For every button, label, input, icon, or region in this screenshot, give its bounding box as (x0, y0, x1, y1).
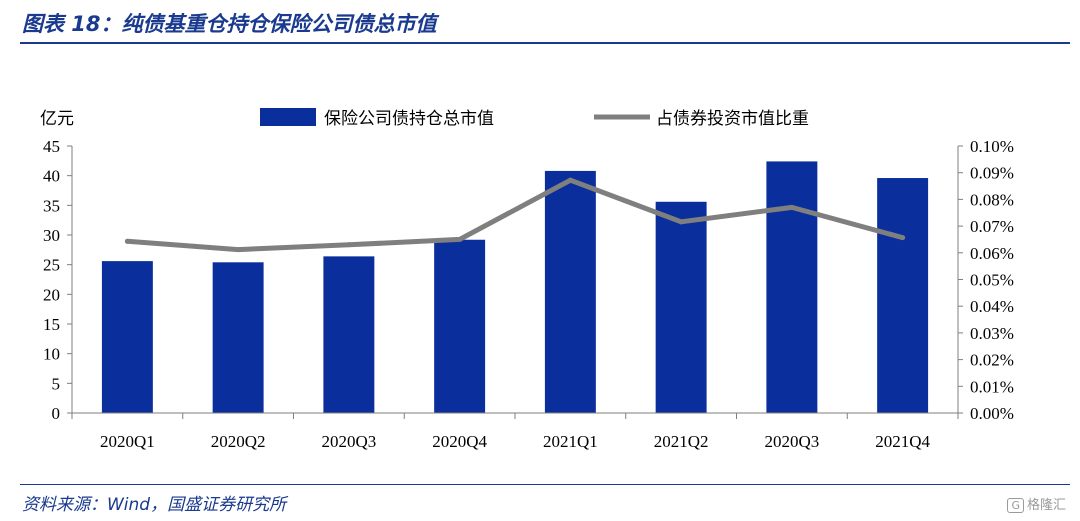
left-axis-unit: 亿元 (40, 109, 74, 129)
bar (655, 201, 707, 413)
x-tick-label: 2020Q4 (432, 432, 487, 451)
left-tick-label: 0 (52, 404, 61, 423)
x-tick-label: 2020Q1 (100, 432, 155, 451)
right-tick-label: 0.08% (970, 190, 1014, 209)
watermark-text: 格隆汇 (1026, 498, 1066, 513)
footer-divider (20, 484, 1070, 485)
ratio-point (235, 247, 241, 253)
x-tick-label: 2021Q4 (875, 432, 930, 451)
right-tick-label: 0.04% (970, 297, 1014, 316)
left-tick-label: 40 (43, 167, 60, 186)
left-tick-label: 10 (43, 345, 60, 364)
watermark: G 格隆汇 (1007, 494, 1066, 513)
x-tick-label: 2021Q2 (654, 432, 709, 451)
ratio-point (567, 177, 573, 183)
right-tick-label: 0.03% (970, 324, 1014, 343)
bar (877, 178, 929, 413)
left-tick-label: 15 (43, 315, 60, 334)
legend-bar-swatch (260, 108, 316, 126)
ratio-point (124, 238, 130, 244)
right-tick-label: 0.06% (970, 244, 1014, 263)
right-tick-label: 0.09% (970, 164, 1014, 183)
left-tick-label: 25 (43, 256, 60, 275)
watermark-icon: G (1007, 498, 1024, 513)
legend-line-label: 占债券投资市值比重 (656, 109, 809, 129)
bar (766, 161, 818, 413)
left-tick-label: 30 (43, 226, 60, 245)
ratio-point (678, 219, 684, 225)
ratio-line (124, 177, 906, 253)
legend-bar-label: 保险公司债持仓总市值 (324, 109, 494, 129)
left-tick-label: 5 (52, 374, 61, 393)
right-tick-label: 0.01% (970, 377, 1014, 396)
ratio-point (900, 235, 906, 241)
ratio-point (346, 242, 352, 248)
source-note: 资料来源：Wind，国盛证券研究所 (22, 495, 287, 515)
right-tick-label: 0.05% (970, 271, 1014, 290)
x-tick-label: 2020Q3 (321, 432, 376, 451)
left-tick-label: 20 (43, 285, 60, 304)
plot-area: 0 5 10 15 20 25 30 35 40 45 0.00% 0.01% 0.02% 0.03% 0.… (43, 137, 1014, 451)
x-tick-label: 2020Q2 (211, 432, 266, 451)
figure-title: 图表 18：纯债基重仓持仓保险公司债总市值 (22, 12, 437, 36)
x-tick-label: 2020Q3 (764, 432, 819, 451)
x-tick-label: 2021Q1 (543, 432, 598, 451)
bar (434, 239, 486, 413)
ratio-point (789, 204, 795, 210)
right-tick-label: 0.07% (970, 217, 1014, 236)
bar (323, 256, 375, 413)
legend: 保险公司债持仓总市值 占债券投资市值比重 (260, 108, 809, 129)
ratio-point (457, 236, 463, 242)
left-tick-label: 35 (43, 196, 60, 215)
left-tick-label: 45 (43, 137, 60, 156)
right-tick-label: 0.02% (970, 351, 1014, 370)
bar (101, 261, 153, 413)
right-tick-label: 0.00% (970, 404, 1014, 423)
title-divider (20, 42, 1070, 44)
bar (544, 170, 596, 413)
bar (212, 262, 264, 413)
right-tick-label: 0.10% (970, 137, 1014, 156)
